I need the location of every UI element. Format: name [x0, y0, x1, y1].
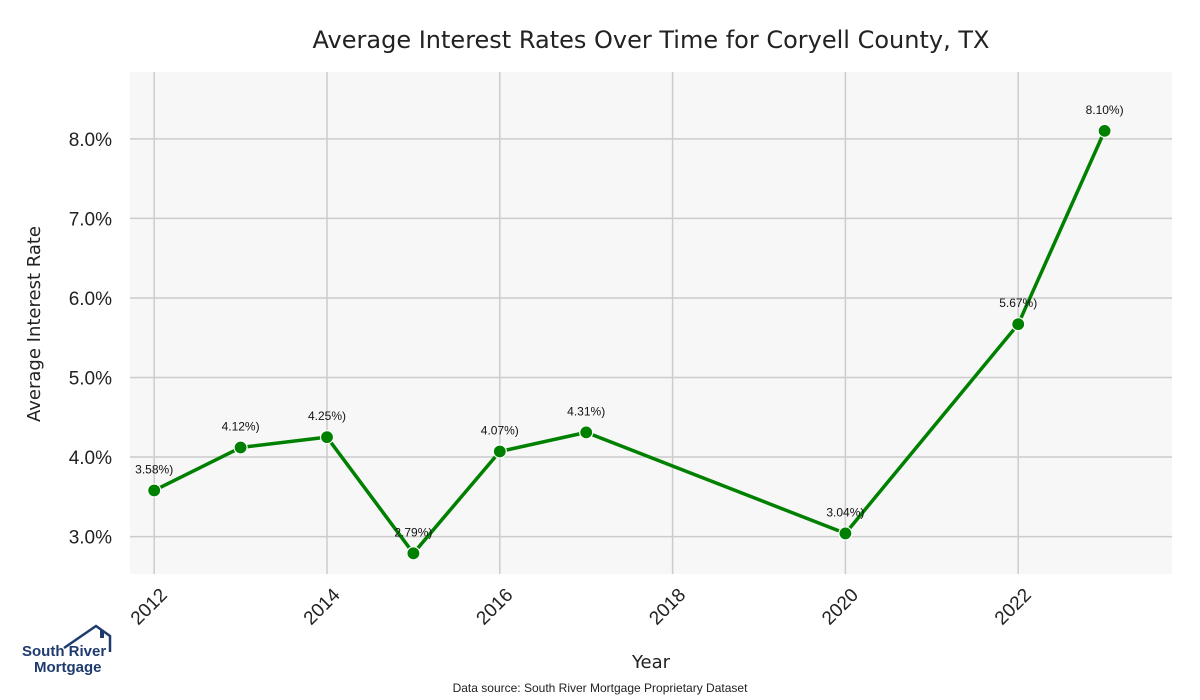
chart-title: Average Interest Rates Over Time for Cor… [313, 26, 990, 54]
y-tick-label: 3.0% [69, 528, 112, 549]
data-label: 4.12%) [222, 420, 260, 434]
y-axis-label: Average Interest Rate [24, 226, 45, 422]
y-tick-label: 8.0% [69, 130, 112, 151]
data-label: 8.10%) [1086, 103, 1124, 117]
data-point [492, 444, 507, 459]
data-point [406, 546, 421, 561]
data-point [579, 425, 594, 440]
y-tick-label: 4.0% [69, 448, 112, 469]
logo-line2: Mortgage [34, 659, 102, 676]
data-label: 4.31%) [567, 404, 605, 418]
data-label: 4.07%) [481, 423, 519, 437]
x-tick-label: 2020 [818, 585, 863, 630]
y-tick-label: 5.0% [69, 368, 112, 389]
data-label: 2.79%) [394, 525, 432, 539]
x-tick-label: 2022 [991, 585, 1036, 630]
data-labels: 3.58%) 4.12%) 4.25%) 2.79%) 4.07%) 4.31%) 3.04… [135, 103, 1123, 539]
data-point [147, 483, 162, 498]
data-point [319, 430, 335, 445]
data-point [1011, 317, 1026, 332]
x-axis-label: Year [631, 652, 671, 673]
y-tick-label: 6.0% [69, 289, 112, 310]
plot-area [130, 72, 1172, 574]
data-label: 4.25%) [308, 409, 346, 423]
data-point [838, 526, 853, 541]
data-source-note: Data source: South River Mortgage Propri… [453, 681, 748, 695]
series-line-group [147, 123, 1112, 561]
south-river-mortgage-logo: South River Mortgage [20, 622, 120, 682]
y-tick-label: 7.0% [69, 209, 112, 230]
x-tick-label: 2014 [300, 584, 345, 629]
x-tick-label: 2018 [645, 585, 690, 630]
grid [130, 72, 1172, 574]
x-tick-label: 2016 [473, 585, 518, 630]
data-label: 5.67%) [999, 296, 1037, 310]
house-roof-icon [63, 624, 112, 652]
logo-text: South River Mortgage [22, 644, 106, 676]
x-tick-label: 2012 [127, 585, 172, 630]
data-point [233, 440, 248, 455]
data-label: 3.58%) [135, 462, 173, 476]
data-point [1097, 123, 1112, 138]
logo-line1: South River [22, 643, 107, 660]
data-label: 3.04%) [826, 505, 864, 519]
